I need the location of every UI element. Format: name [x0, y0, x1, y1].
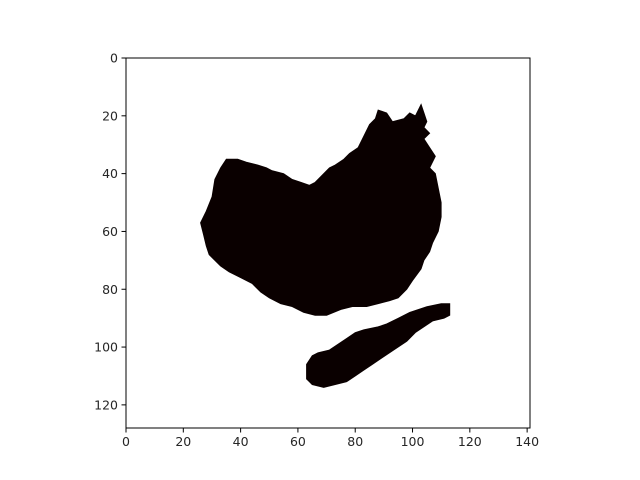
mask-region-1: [200, 103, 442, 316]
y-tick-label: 40: [102, 166, 118, 181]
y-axis: 0 20 40 60 80 100 120: [94, 51, 126, 412]
y-tick-label: 120: [94, 397, 118, 412]
y-tick-label: 80: [102, 282, 118, 297]
x-tick-label: 140: [515, 434, 539, 449]
x-tick-label: 0: [122, 434, 130, 449]
axes-frame: [125, 57, 531, 429]
y-tick-label: 0: [110, 51, 118, 66]
y-tick-label: 20: [102, 108, 118, 123]
x-tick-label: 80: [347, 434, 363, 449]
x-tick-label: 120: [458, 434, 482, 449]
mask-region-2: [306, 303, 451, 388]
y-tick-label: 100: [94, 340, 118, 355]
plot-area: [125, 57, 531, 429]
mask-regions: [200, 103, 451, 388]
x-axis: 0 20 40 60 80 100 120 140: [122, 428, 539, 449]
x-tick-label: 20: [175, 434, 191, 449]
x-tick-label: 60: [290, 434, 306, 449]
x-tick-label: 100: [401, 434, 425, 449]
y-tick-label: 60: [102, 224, 118, 239]
x-tick-label: 40: [233, 434, 249, 449]
